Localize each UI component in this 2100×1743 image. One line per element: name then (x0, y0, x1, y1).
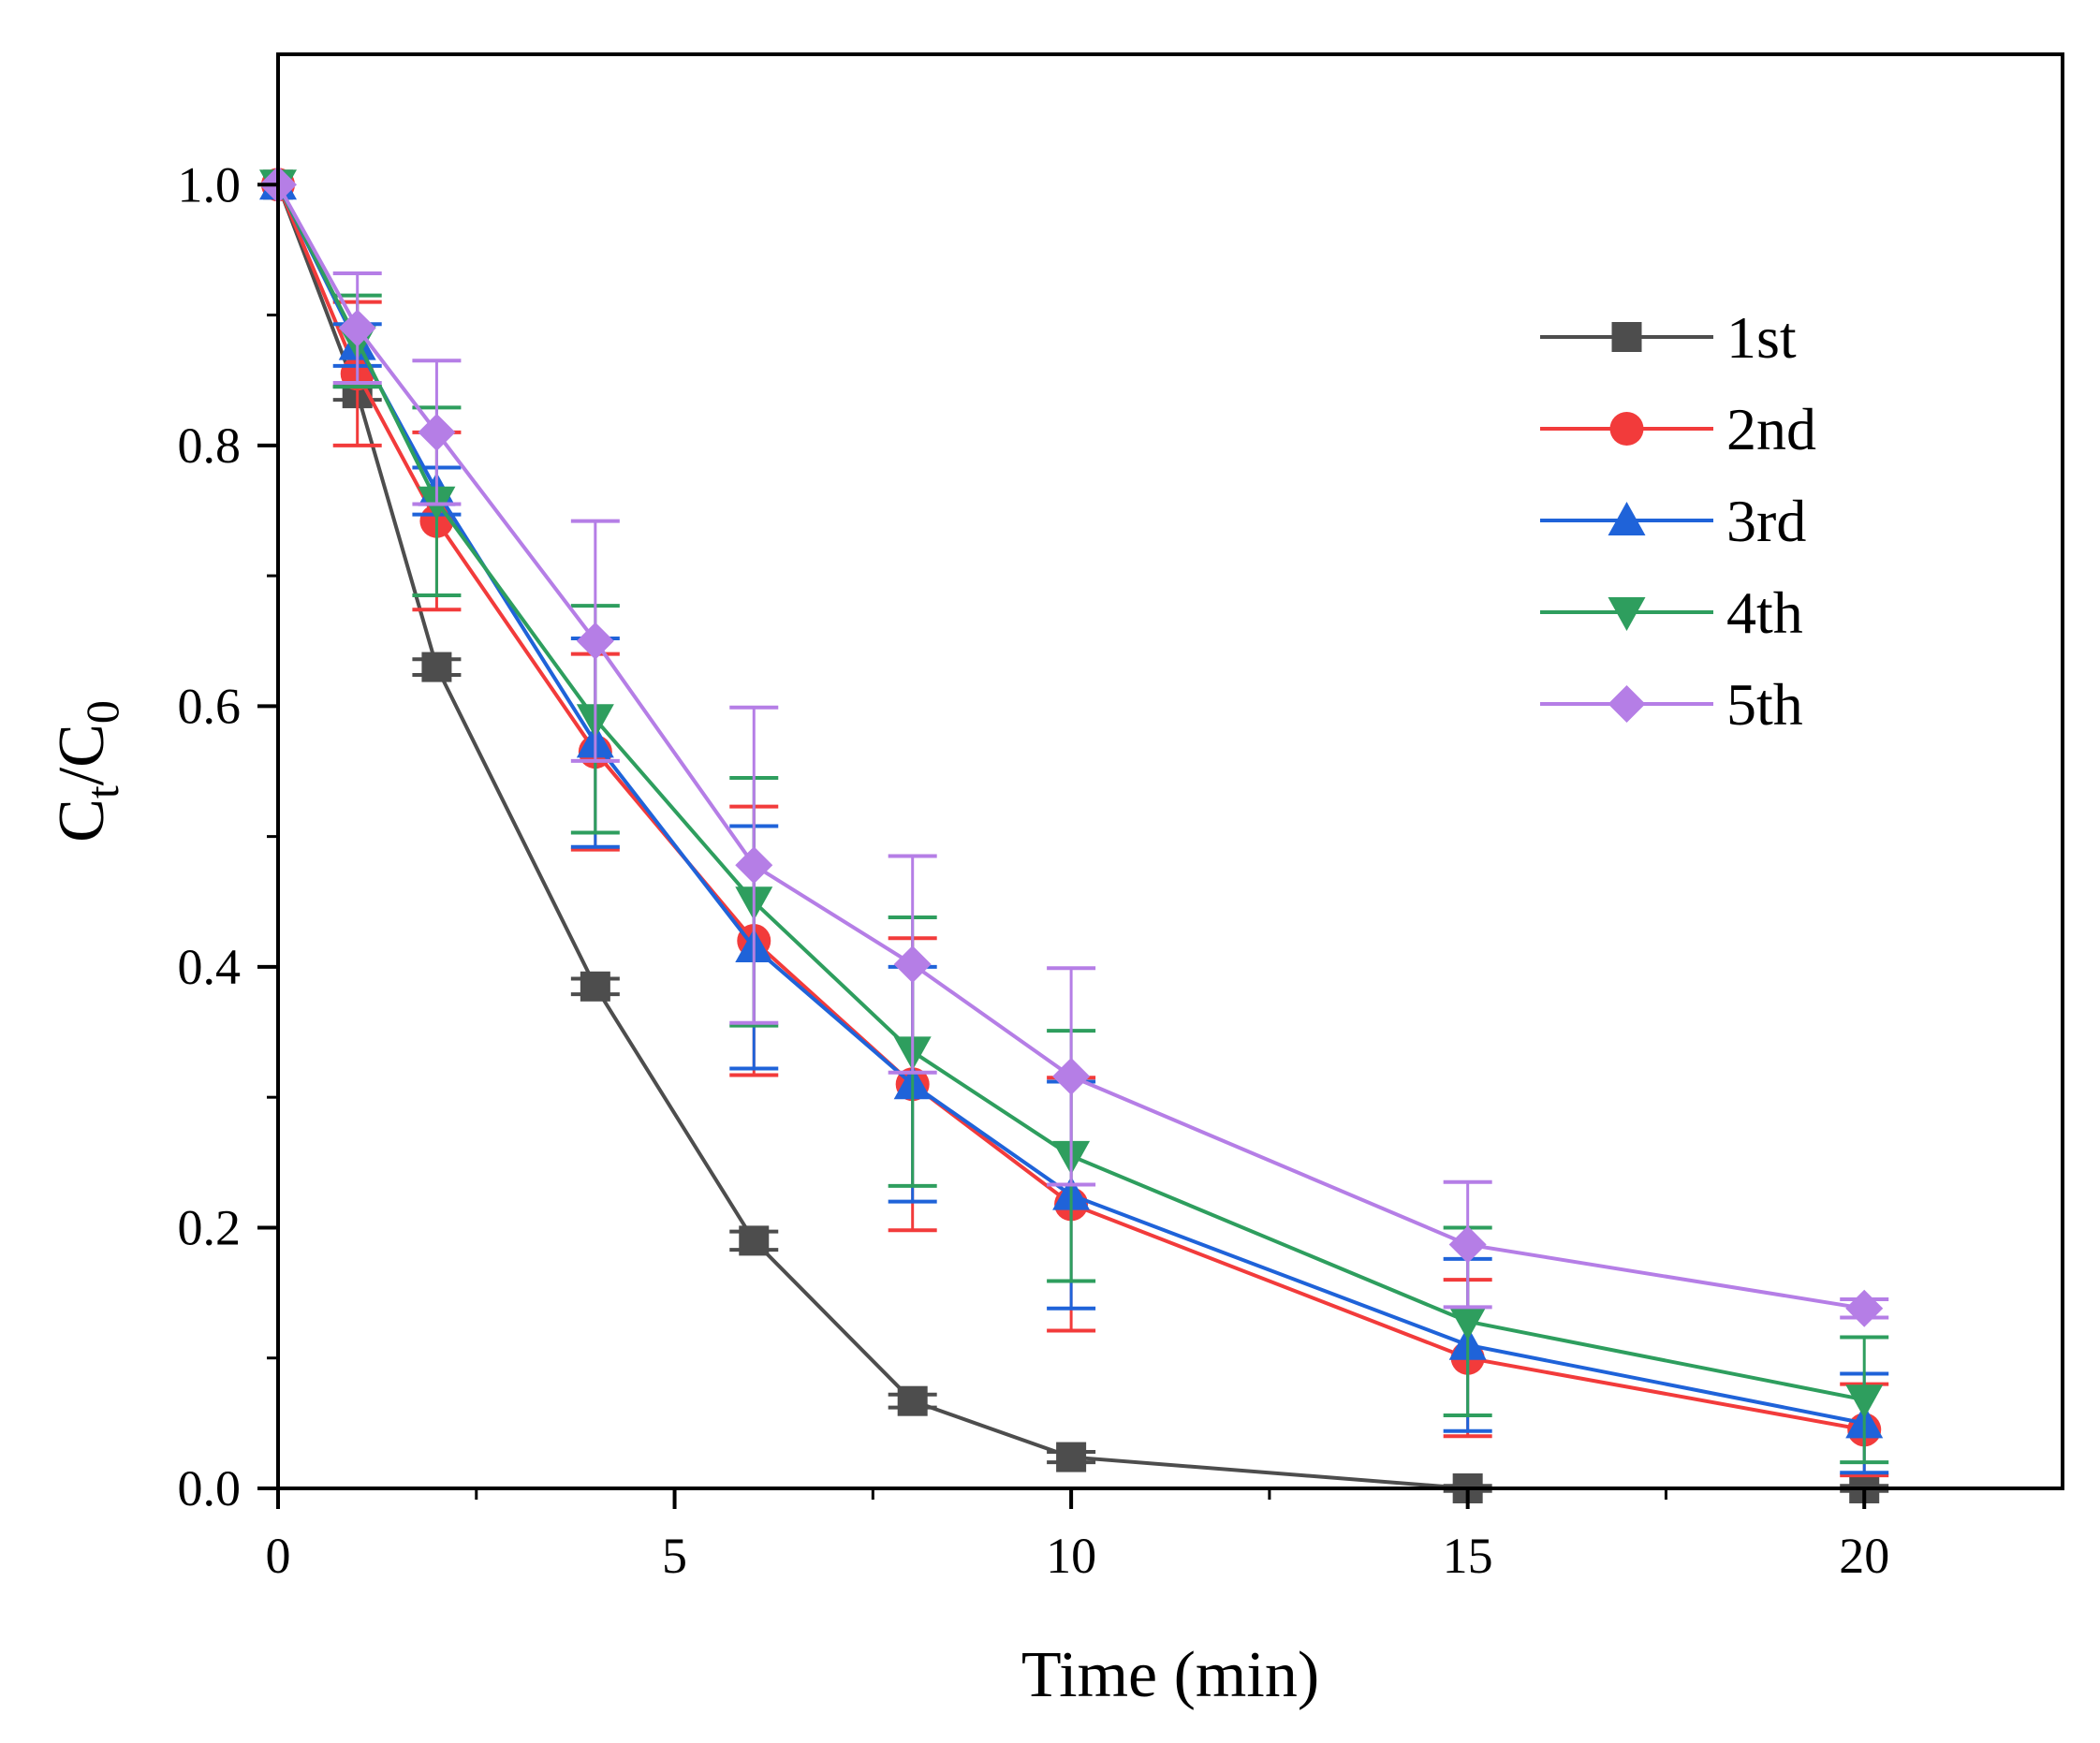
data-point (739, 1225, 770, 1256)
legend-marker (1608, 685, 1646, 723)
y-tick-label: 0.8 (178, 417, 242, 474)
legend-label: 2nd (1726, 396, 1816, 462)
data-point (1056, 1442, 1087, 1472)
legend-label: 1st (1726, 304, 1797, 371)
y-tick-label: 0.2 (178, 1199, 242, 1255)
data-point (1845, 1384, 1884, 1419)
data-point (897, 1385, 928, 1416)
y-axis-title-sub1: t (76, 785, 128, 798)
data-point (893, 945, 932, 984)
legend-marker (1608, 597, 1646, 631)
y-axis-title-main2: C (46, 724, 118, 768)
y-tick-label: 0.6 (178, 678, 242, 734)
data-point (576, 622, 614, 660)
x-axis-title: Time (min) (1021, 1639, 1319, 1711)
data-point (735, 846, 773, 885)
series-1st (263, 169, 1889, 1503)
series-layer (259, 166, 1889, 1503)
legend-item-2nd: 2nd (1540, 396, 1816, 462)
legend-label: 4th (1726, 579, 1803, 646)
data-point (421, 652, 452, 682)
legend-marker (1608, 502, 1646, 535)
y-axis-title-main: C (46, 798, 118, 842)
x-tick-label: 20 (1839, 1528, 1889, 1584)
data-point (580, 971, 610, 1002)
data-point (418, 413, 456, 451)
data-point (338, 309, 376, 347)
legend-item-4th: 4th (1540, 579, 1803, 646)
legend-marker (1609, 412, 1644, 446)
y-tick-label: 1.0 (178, 156, 242, 212)
legend-item-3rd: 3rd (1540, 488, 1806, 554)
legend-item-1st: 1st (1540, 304, 1797, 371)
y-axis-title-slash: / (46, 767, 118, 785)
data-point (1052, 1057, 1091, 1095)
data-point (1845, 1289, 1884, 1327)
x-tick-label: 5 (662, 1528, 687, 1584)
y-axis-title-sub2: 0 (76, 700, 128, 724)
legend-label: 5th (1726, 671, 1803, 738)
legend-item-5th: 5th (1540, 671, 1803, 738)
legend: 1st 2nd 3rd 4th 5th (1540, 304, 1816, 738)
legend-label: 3rd (1726, 488, 1806, 554)
x-tick-label: 0 (266, 1528, 291, 1584)
x-tick-label: 10 (1046, 1528, 1096, 1584)
plot-frame (276, 52, 2064, 1490)
data-point (1448, 1306, 1487, 1340)
y-tick-label: 0.0 (178, 1460, 242, 1516)
series-5th (259, 166, 1889, 1327)
ticks-layer: 0 5 10 15 20 0.0 0.2 0.4 0.6 0.8 1.0 (178, 156, 1890, 1584)
data-point (1448, 1225, 1487, 1264)
x-tick-label: 15 (1443, 1528, 1493, 1584)
y-axis-title: Ct/C0 (46, 700, 128, 842)
legend-marker (1611, 322, 1642, 352)
y-tick-label: 0.4 (178, 939, 242, 995)
